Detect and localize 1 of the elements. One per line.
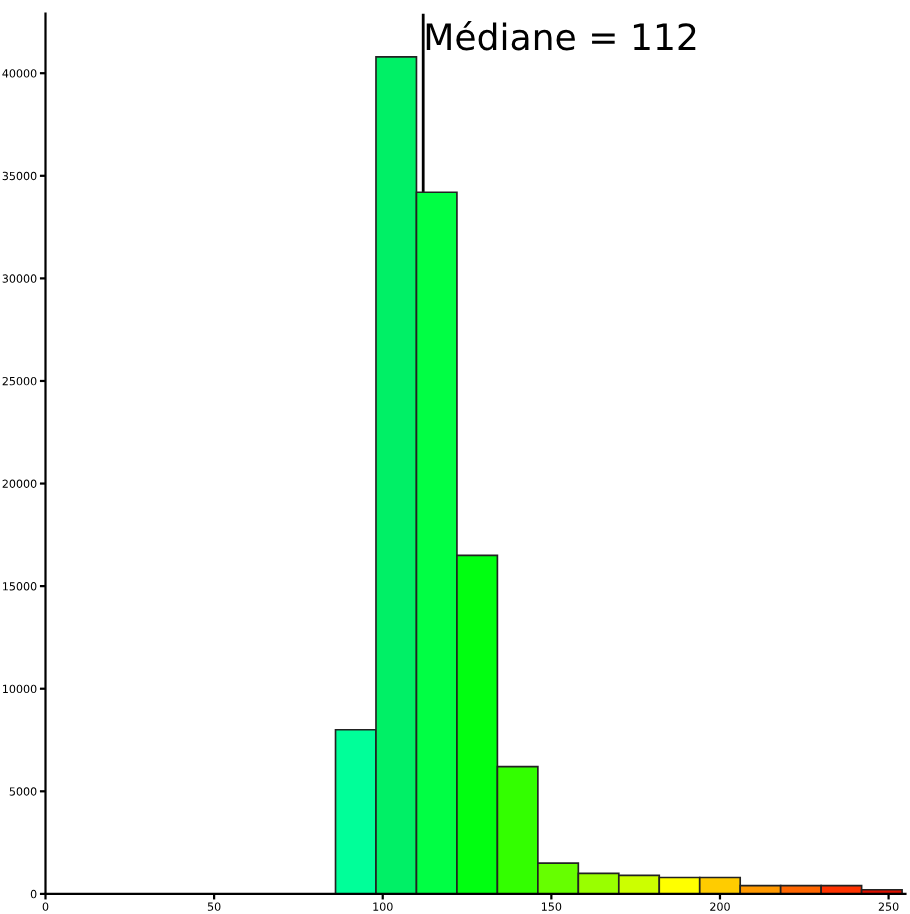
ref-line-label: Médiane = 112 — [426, 21, 696, 51]
